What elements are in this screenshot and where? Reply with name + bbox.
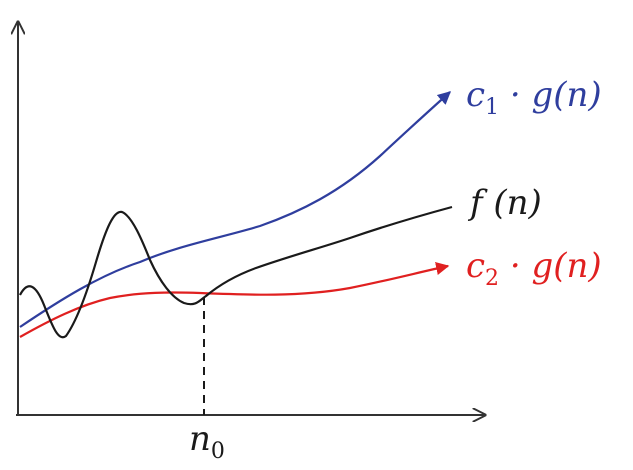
upper-bound-label: c1 · g(n) bbox=[466, 75, 602, 120]
upper-bound-curve bbox=[19, 91, 451, 328]
function-curve bbox=[19, 205, 453, 339]
n0-label: n0 bbox=[189, 419, 225, 464]
lower-bound-curve bbox=[19, 262, 450, 338]
function-label: f (n) bbox=[467, 183, 542, 223]
lower-bound-label: c2 · g(n) bbox=[466, 246, 602, 291]
